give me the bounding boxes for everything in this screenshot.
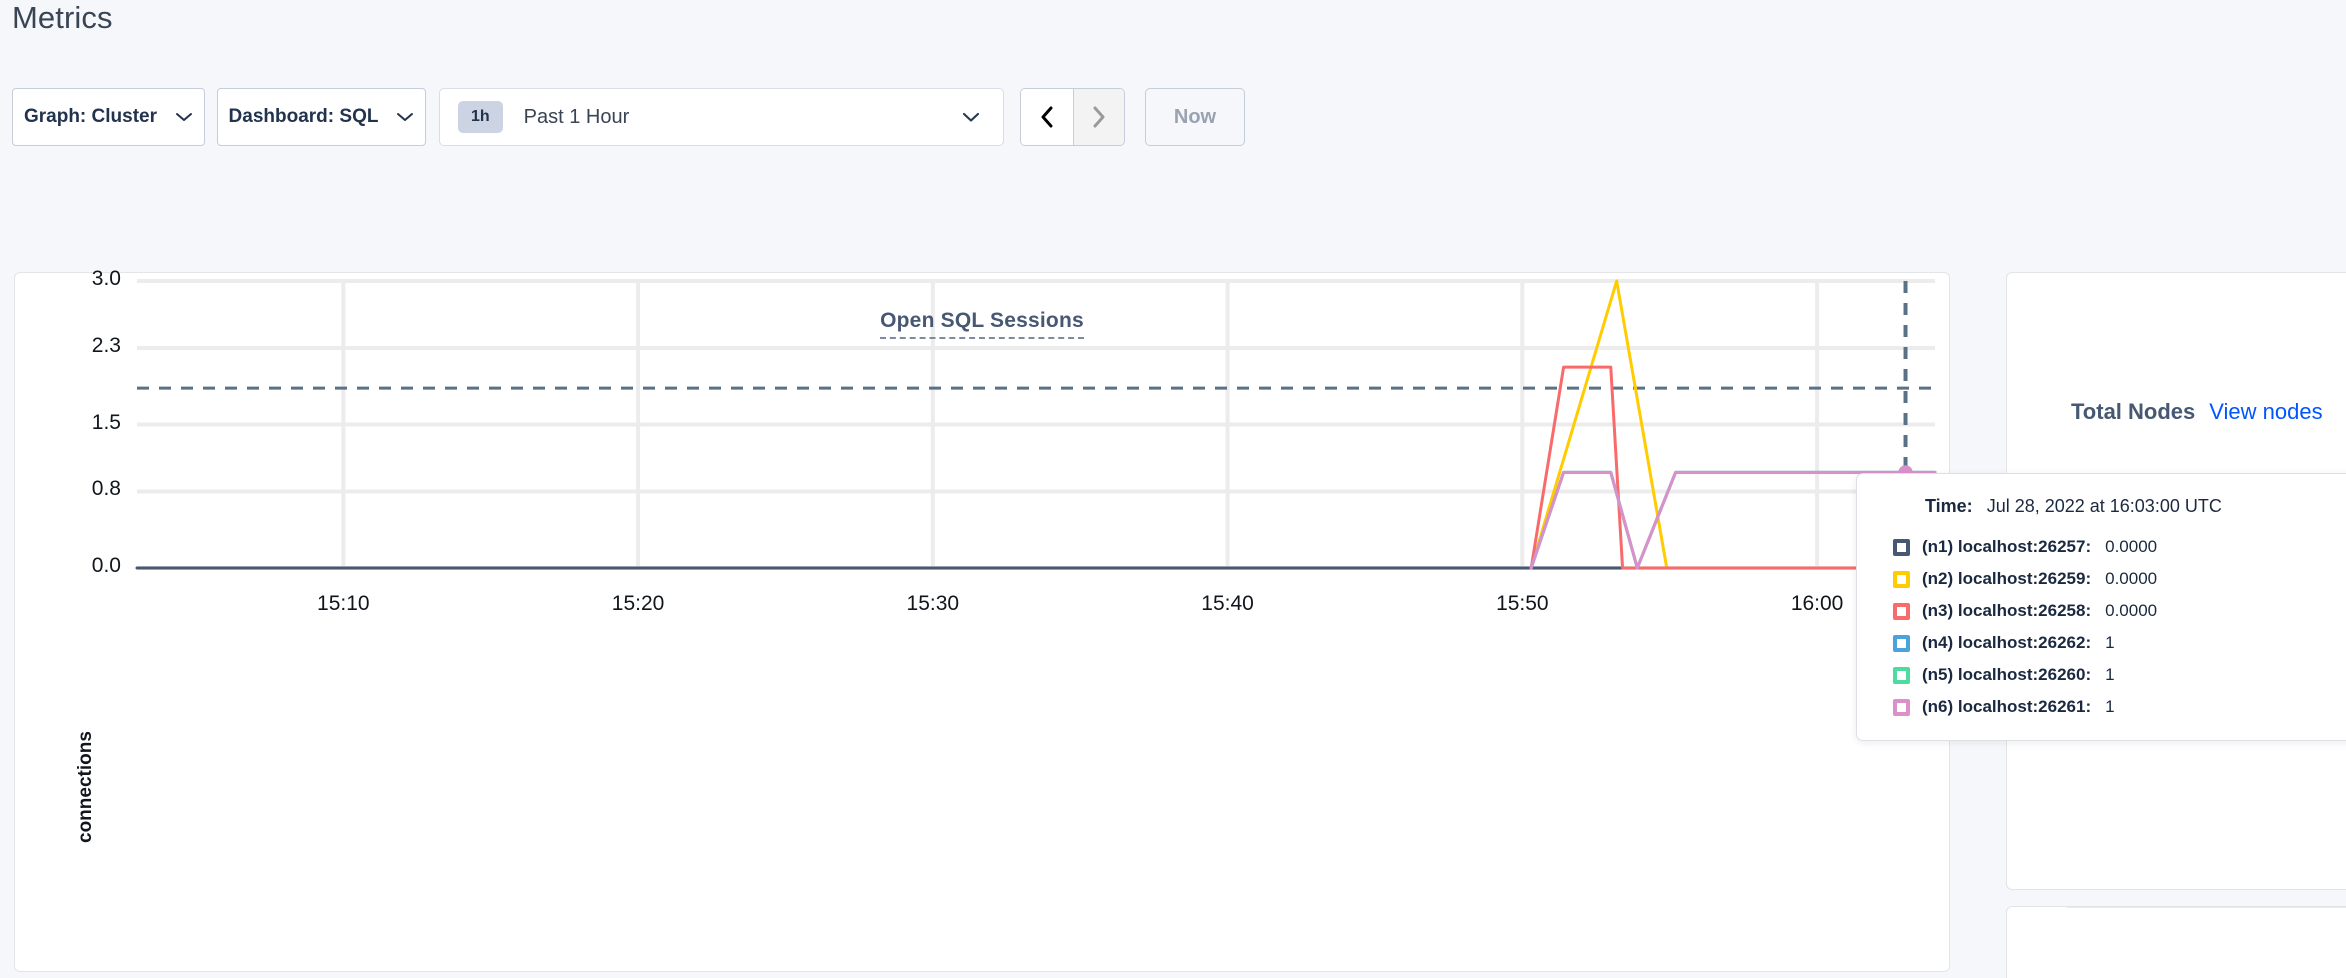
tooltip-series-row: (n3) localhost:26258: 0.0000 [1857,595,2346,627]
tooltip-series-value: 1 [2105,665,2115,684]
tooltip-series-name: (n5) localhost:26260: [1922,665,2092,684]
tooltip-series-value: 0.0000 [2105,537,2158,556]
series-color-swatch-icon [1893,602,1910,620]
open-sql-sessions-card: Open SQL Sessions connections 0.0 0.8 1.5 2… [14,267,1951,973]
chart-title: Open SQL Sessions [15,309,1949,339]
graph-select-dropdown[interactable]: Graph: Cluster [12,88,205,146]
time-range-select[interactable]: 1h Past 1 Hour [439,88,1004,146]
chevron-right-icon [1093,106,1105,128]
series-line [1529,470,1937,570]
tooltip-series-value: 0.0000 [2105,601,2158,620]
tooltip-series-rows: (n1) localhost:26257: 0.0000 (n2) localhos… [1857,531,2346,723]
x-axis-tick: 15:30 [906,592,960,615]
p99-latency-card: P99 latency [2006,906,2346,978]
chevron-left-icon [1041,106,1053,128]
series-line [1529,365,1937,570]
time-range-pill: 1h [458,101,503,133]
tooltip-series-name: (n4) localhost:26262: [1922,633,2092,652]
tooltip-series-name: (n2) localhost:26259: [1922,569,2092,588]
tooltip-series-row: (n2) localhost:26259: 0.0000 [1857,563,2346,595]
chart-hover-tooltip: Time: Jul 28, 2022 at 16:03:00 UTC (n1) … [1856,473,2346,741]
series-color-swatch-icon [1893,538,1910,556]
y-axis-tick: 0.8 [91,477,121,501]
tooltip-time: Time: Jul 28, 2022 at 16:03:00 UTC [1857,496,2346,517]
tooltip-series-value: 1 [2105,697,2115,716]
now-button-label: Now [1173,105,1217,128]
tooltip-series-row: (n1) localhost:26257: 0.0000 [1857,531,2346,563]
tooltip-series-name: (n1) localhost:26257: [1922,537,2092,556]
series-color-swatch-icon [1893,666,1910,684]
y-axis-label: connections [75,731,96,843]
tooltip-series-row: (n4) localhost:26262: 1 [1857,627,2346,659]
x-axis-tick: 15:10 [317,592,370,615]
series-color-swatch-icon [1893,634,1910,652]
chevron-down-icon [396,111,414,123]
chart-plot-area[interactable] [15,273,1951,973]
x-axis-tick: 15:20 [611,592,665,615]
total-nodes-label: Total Nodes [2071,399,2196,424]
tooltip-time-label: Time: [1925,496,1973,516]
tooltip-time-value: Jul 28, 2022 at 16:03:00 UTC [1986,496,2222,516]
x-axis-tick: 15:40 [1201,592,1254,615]
series-color-swatch-icon [1893,570,1910,588]
tooltip-series-value: 0.0000 [2105,569,2158,588]
time-range-label: Past 1 Hour [523,105,630,128]
latency-divider [2067,907,2346,908]
prev-time-button[interactable] [1021,89,1073,145]
x-axis-tick: 15:50 [1496,592,1549,615]
tooltip-series-row: (n6) localhost:26261: 1 [1857,691,2346,723]
total-nodes-row: Total Nodes View nodes [2071,399,2323,425]
graph-select-label: Graph: Cluster [23,106,158,127]
dashboard-select-dropdown[interactable]: Dashboard: SQL [217,88,426,146]
y-axis-tick: 3.0 [91,267,121,290]
series-color-swatch-icon [1893,698,1910,716]
tooltip-series-value: 1 [2105,633,2115,652]
view-nodes-link[interactable]: View nodes [2209,399,2323,424]
y-axis-tick: 0.0 [91,554,121,577]
next-time-button[interactable] [1072,89,1124,145]
y-axis-tick: 2.3 [91,333,121,357]
page-title: Metrics [12,0,113,35]
now-button[interactable]: Now [1145,88,1245,146]
tooltip-series-name: (n3) localhost:26258: [1922,601,2092,620]
x-axis-tick: 16:00 [1790,592,1844,615]
tooltip-series-name: (n6) localhost:26261: [1922,697,2092,716]
dashboard-select-label: Dashboard: SQL [228,106,379,127]
time-nav-group [1020,88,1125,146]
chevron-down-icon [175,111,193,123]
tooltip-series-row: (n5) localhost:26260: 1 [1857,659,2346,691]
chevron-down-icon [961,111,981,124]
y-axis-tick: 1.5 [91,410,121,434]
